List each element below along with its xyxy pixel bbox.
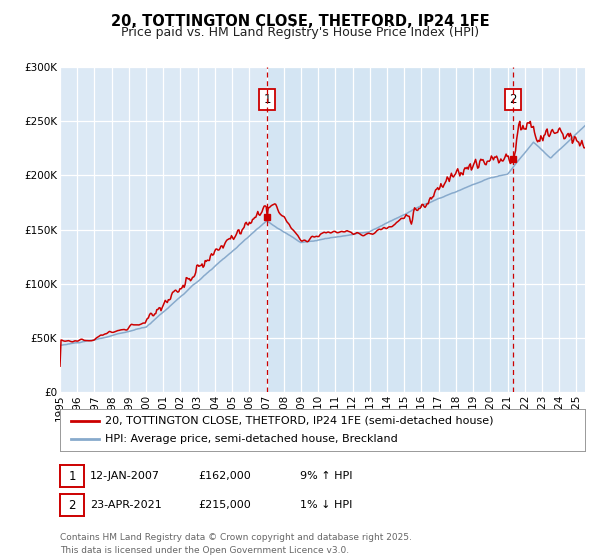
Text: £215,000: £215,000 [198, 500, 251, 510]
Text: 2: 2 [509, 93, 517, 106]
Text: Contains HM Land Registry data © Crown copyright and database right 2025.
This d: Contains HM Land Registry data © Crown c… [60, 533, 412, 554]
Text: 20, TOTTINGTON CLOSE, THETFORD, IP24 1FE (semi-detached house): 20, TOTTINGTON CLOSE, THETFORD, IP24 1FE… [104, 416, 493, 426]
Text: 12-JAN-2007: 12-JAN-2007 [90, 471, 160, 481]
Bar [267, 67, 513, 392]
Text: 9% ↑ HPI: 9% ↑ HPI [300, 471, 353, 481]
Text: 1% ↓ HPI: 1% ↓ HPI [300, 500, 352, 510]
Text: 2: 2 [68, 498, 76, 512]
Text: 1: 1 [263, 93, 271, 106]
Text: HPI: Average price, semi-detached house, Breckland: HPI: Average price, semi-detached house,… [104, 434, 397, 444]
Text: 1: 1 [68, 469, 76, 483]
Text: 23-APR-2021: 23-APR-2021 [90, 500, 162, 510]
Text: Price paid vs. HM Land Registry's House Price Index (HPI): Price paid vs. HM Land Registry's House … [121, 26, 479, 39]
Text: 20, TOTTINGTON CLOSE, THETFORD, IP24 1FE: 20, TOTTINGTON CLOSE, THETFORD, IP24 1FE [110, 14, 490, 29]
Text: £162,000: £162,000 [198, 471, 251, 481]
